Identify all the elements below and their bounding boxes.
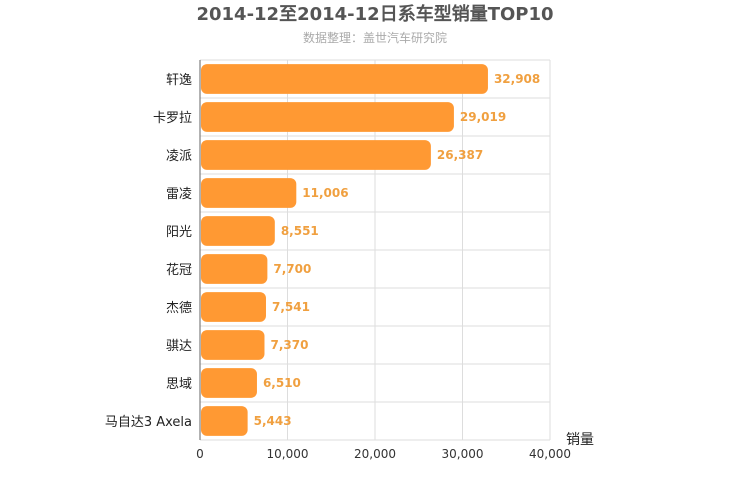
value-label: 11,006 <box>302 186 348 200</box>
value-label: 7,700 <box>273 262 311 276</box>
bar <box>201 254 268 284</box>
category-label: 骐达 <box>166 339 192 354</box>
bar <box>201 368 257 398</box>
x-tick-label: 30,000 <box>442 447 484 461</box>
category-label: 杰德 <box>166 301 192 316</box>
value-label: 7,370 <box>270 338 308 352</box>
value-label: 29,019 <box>460 110 506 124</box>
category-label: 阳光 <box>166 225 192 240</box>
bar <box>201 216 275 246</box>
bars <box>201 64 488 436</box>
category-label: 马自达3 Axela <box>105 415 192 430</box>
x-tick-label: 10,000 <box>267 447 309 461</box>
category-label: 花冠 <box>166 262 192 278</box>
bar <box>201 64 488 94</box>
category-label: 雷凌 <box>166 187 192 202</box>
value-label: 32,908 <box>494 72 540 86</box>
bar <box>201 178 297 208</box>
bar <box>201 102 454 132</box>
value-labels: 32,908 29,019 26,387 11,006 8,551 7,700 7,541 7… <box>254 72 541 428</box>
x-tick-label: 20,000 <box>354 447 396 461</box>
value-label: 8,551 <box>281 224 319 238</box>
bar <box>201 140 431 170</box>
category-label: 卡罗拉 <box>153 111 192 126</box>
value-label: 5,443 <box>254 414 292 428</box>
x-tick-label: 0 <box>196 447 204 461</box>
category-label: 凌派 <box>166 149 192 164</box>
x-tick-label: 40,000 <box>529 447 571 461</box>
bar <box>201 292 266 322</box>
category-label: 思域 <box>166 377 192 392</box>
x-axis-tick-labels: 0 10,000 20,000 30,000 40,000 <box>196 447 571 461</box>
value-label: 6,510 <box>263 376 301 390</box>
x-axis-title: 销量 <box>566 432 594 448</box>
value-label: 7,541 <box>272 300 310 314</box>
bar <box>201 330 265 360</box>
value-label: 26,387 <box>437 148 483 162</box>
category-label: 轩逸 <box>166 73 192 88</box>
chart-subtitle: 数据整理：盖世汽车研究院 <box>303 30 447 45</box>
grid-lines <box>199 59 551 441</box>
chart-title: 2014-12至2014-12日系车型销量TOP10 <box>196 3 553 25</box>
bar <box>201 406 248 436</box>
